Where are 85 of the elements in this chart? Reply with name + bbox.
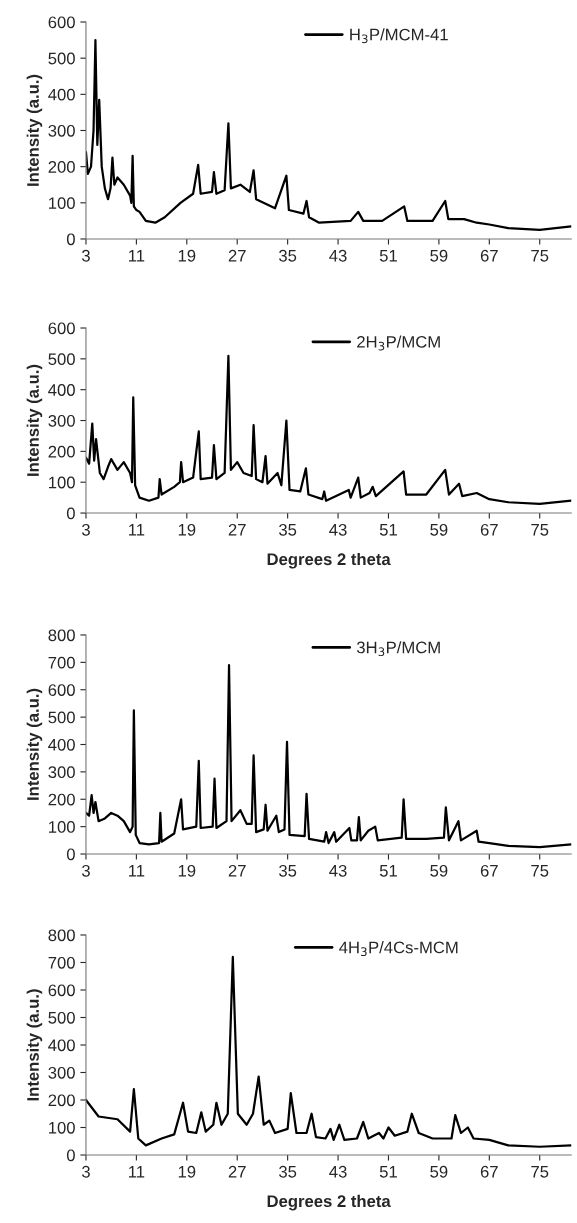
x-tick-label: 3 — [81, 249, 90, 262]
x-tick-label: 75 — [531, 524, 549, 536]
y-tick-label: 700 — [48, 956, 75, 969]
x-tick-label: 19 — [178, 249, 196, 262]
y-tick-label: 600 — [48, 684, 75, 696]
x-tick-label: 3 — [81, 864, 90, 877]
legend-label: 2H$_{3}$P/MCM — [357, 335, 440, 351]
x-tick-label: 43 — [329, 249, 347, 262]
x-tick-label: 11 — [129, 1166, 145, 1178]
x-tick-label: 27 — [228, 1165, 246, 1178]
y-tick-label: 100 — [49, 1121, 75, 1134]
y-tick-label: 300 — [48, 414, 75, 427]
x-tick-label: 11 — [129, 865, 145, 877]
x-tick-label: 27 — [228, 523, 246, 536]
x-tick-label: 3 — [81, 523, 90, 536]
y-tick-label: 500 — [48, 353, 75, 366]
x-tick-label: 51 — [379, 250, 397, 262]
x-tick-label: 67 — [480, 864, 498, 877]
x-tick-label: 67 — [480, 523, 498, 536]
y-tick-label: 100 — [49, 476, 75, 489]
y-tick-label: 300 — [48, 124, 75, 137]
y-tick-label: 300 — [48, 1066, 75, 1079]
x-axis-title: Degrees 2 theta — [267, 552, 391, 569]
x-tick-label: 51 — [379, 1166, 397, 1178]
y-tick-label: 500 — [48, 711, 75, 724]
x-tick-label: 35 — [279, 523, 297, 536]
x-tick-label: 19 — [178, 523, 196, 536]
y-tick-label: 800 — [48, 629, 75, 642]
y-tick-label: 600 — [48, 322, 75, 335]
y-tick-label: 400 — [48, 384, 75, 396]
y-tick-label: 0 — [66, 507, 75, 520]
x-tick-label: 75 — [531, 250, 549, 262]
y-axis-title: Intensity (a.u.) — [26, 688, 43, 800]
x-tick-label: 11 — [129, 524, 145, 536]
y-tick-label: 200 — [48, 1094, 75, 1107]
x-tick-label: 43 — [329, 864, 347, 877]
y-tick-label: 500 — [48, 1011, 75, 1024]
y-tick-label: 0 — [66, 848, 75, 861]
y-tick-label: 400 — [48, 738, 75, 751]
y-tick-label: 800 — [48, 929, 75, 942]
x-tick-label: 27 — [228, 249, 246, 262]
legend-label: 4H$_{3}$P/4Cs-MCM — [339, 941, 458, 957]
y-tick-label: 500 — [48, 52, 75, 65]
x-tick-label: 51 — [379, 865, 397, 877]
x-tick-label: 75 — [531, 1166, 549, 1178]
x-tick-label: 35 — [279, 1165, 297, 1178]
y-tick-label: 300 — [48, 766, 75, 779]
legend-label: 3H$_{3}$P/MCM — [356, 641, 440, 657]
x-tick-label: 27 — [228, 864, 246, 877]
x-tick-label: 43 — [329, 1165, 347, 1178]
y-tick-label: 400 — [48, 1039, 75, 1052]
x-tick-label: 59 — [430, 523, 448, 536]
y-tick-label: 0 — [66, 1149, 75, 1162]
x-tick-label: 35 — [279, 249, 297, 262]
y-tick-label: 200 — [48, 793, 75, 806]
line-series — [85, 354, 572, 505]
x-axis-title: Degrees 2 theta — [267, 1194, 391, 1211]
y-tick-label: 100 — [49, 821, 75, 833]
line-series — [85, 663, 572, 849]
y-tick-label: 700 — [48, 656, 75, 669]
x-tick-label: 19 — [178, 1165, 196, 1178]
x-tick-label: 19 — [178, 864, 196, 877]
x-tick-label: 75 — [531, 865, 549, 877]
x-tick-label: 59 — [430, 864, 448, 877]
y-axis-title: Intensity (a.u.) — [26, 364, 43, 476]
x-tick-label: 67 — [480, 1165, 498, 1178]
y-tick-label: 600 — [48, 984, 75, 997]
y-axis-title: Intensity (a.u.) — [26, 74, 43, 186]
y-tick-label: 100 — [49, 197, 75, 210]
x-tick-label: 35 — [279, 864, 297, 877]
line-series — [85, 955, 572, 1148]
x-tick-label: 59 — [430, 249, 448, 262]
x-tick-label: 11 — [129, 250, 145, 262]
y-tick-label: 0 — [66, 233, 75, 246]
y-tick-label: 200 — [48, 445, 75, 458]
y-tick-label: 200 — [48, 161, 75, 173]
y-axis-title: Intensity (a.u.) — [26, 989, 43, 1101]
legend-label: H$_{3}$P/MCM-41 — [350, 28, 448, 44]
x-tick-label: 67 — [480, 249, 498, 262]
y-tick-label: 400 — [48, 88, 75, 101]
x-tick-label: 3 — [81, 1165, 90, 1178]
x-tick-label: 51 — [379, 524, 397, 536]
y-tick-label: 600 — [48, 16, 75, 29]
x-tick-label: 43 — [329, 523, 347, 536]
x-tick-label: 59 — [430, 1165, 448, 1178]
